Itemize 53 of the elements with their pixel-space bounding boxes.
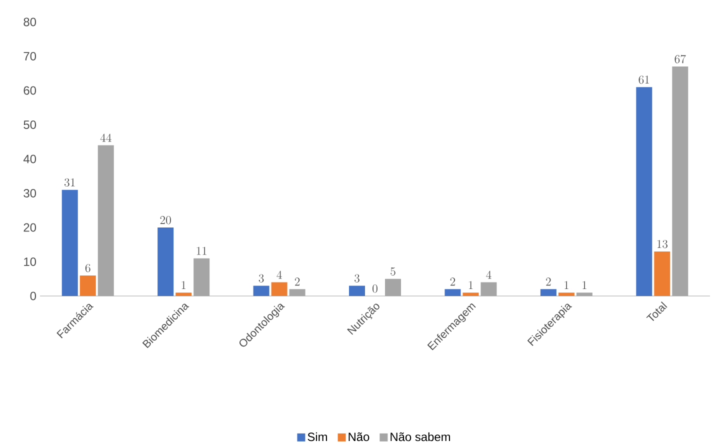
data-label: 1 <box>468 281 473 290</box>
data-label: 3 <box>354 274 360 282</box>
bar <box>462 292 479 296</box>
data-label: 67 <box>674 54 686 64</box>
y-tick-label: 10 <box>24 258 36 266</box>
bar <box>176 292 192 296</box>
bar <box>540 289 556 296</box>
data-label: 20 <box>160 216 171 224</box>
data-label: 31 <box>64 178 75 187</box>
y-tick-label: 70 <box>24 52 36 60</box>
bar <box>636 87 652 296</box>
y-tick-label: 80 <box>24 18 36 26</box>
data-label: 1 <box>582 281 586 290</box>
y-tick-label: 50 <box>24 120 36 129</box>
data-label: 44 <box>100 134 112 142</box>
bar <box>158 227 174 296</box>
data-label: 61 <box>638 76 650 84</box>
bar <box>271 282 288 296</box>
bar <box>80 275 96 296</box>
data-label: 1 <box>564 281 568 290</box>
data-label: 2 <box>294 278 300 286</box>
y-tick-label: 30 <box>24 189 36 198</box>
y-tick-label: 0 <box>30 292 36 300</box>
legend-label: Não sabem <box>390 432 450 442</box>
bar <box>385 278 402 296</box>
bar <box>672 66 688 296</box>
data-label: 0 <box>372 284 378 293</box>
bar <box>349 286 366 296</box>
legend-label: Não <box>348 432 370 442</box>
bar <box>480 282 497 296</box>
bar <box>253 286 270 296</box>
bar <box>558 292 574 296</box>
y-tick-label: 60 <box>24 86 36 95</box>
bar <box>576 292 592 296</box>
data-label: 1 <box>182 281 186 290</box>
data-label: 13 <box>657 240 668 248</box>
data-label: 11 <box>196 246 206 255</box>
data-label: 4 <box>276 270 282 279</box>
data-label: 4 <box>486 270 492 279</box>
y-tick-label: 20 <box>24 223 36 232</box>
bar <box>289 289 306 296</box>
y-tick-label: 40 <box>23 154 36 164</box>
data-label: 3 <box>258 274 264 282</box>
bar <box>444 289 461 296</box>
bar <box>62 190 78 296</box>
bar <box>654 251 670 296</box>
data-label: 2 <box>546 278 551 286</box>
data-label: 5 <box>390 267 396 276</box>
bar <box>98 145 114 296</box>
bar <box>194 258 210 296</box>
data-label: 2 <box>450 278 456 286</box>
legend-label: Sim <box>308 432 327 442</box>
data-label: 6 <box>85 264 90 272</box>
